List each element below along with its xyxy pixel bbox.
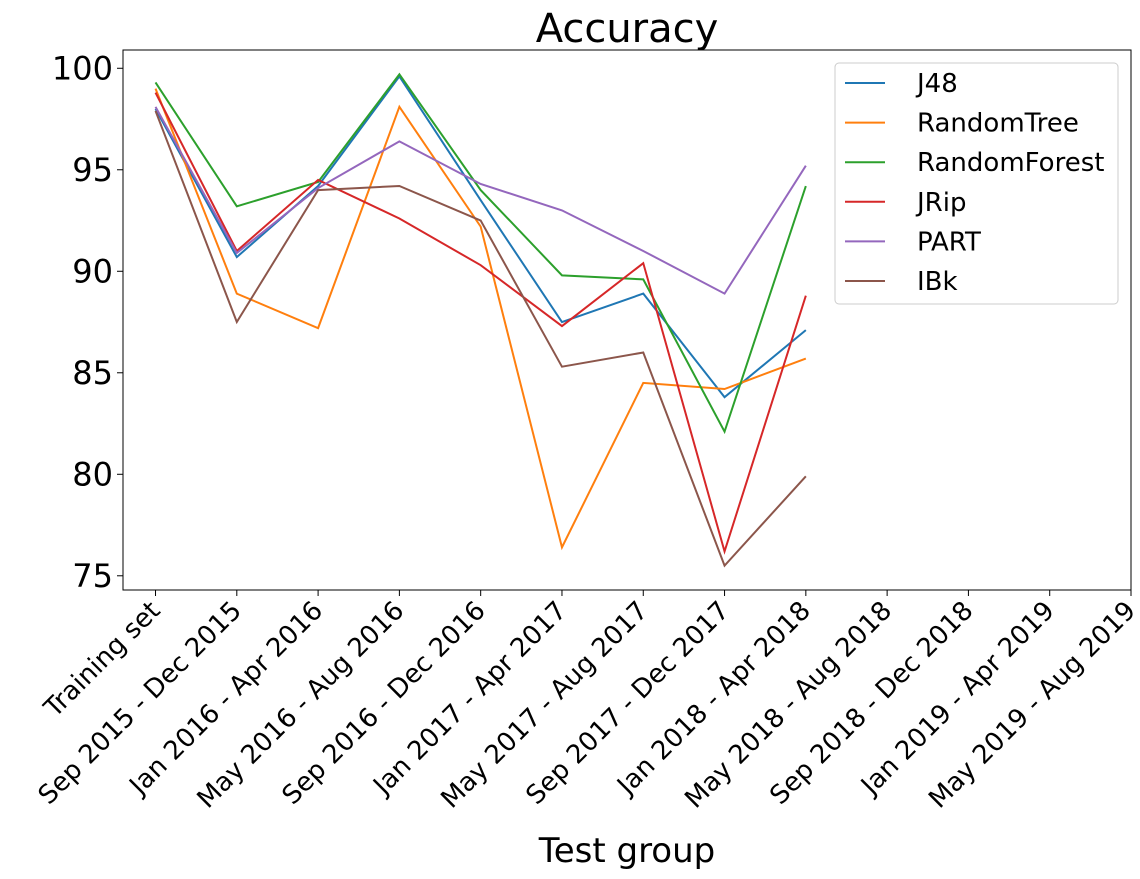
line — [154, 92, 807, 555]
line — [154, 106, 807, 295]
y-tick-label: 100 — [52, 49, 113, 87]
y-tick-label: 90 — [72, 252, 113, 290]
legend-label: JRip — [915, 188, 966, 218]
legend-label: RandomTree — [917, 109, 1079, 139]
y-tick-label: 95 — [72, 151, 113, 189]
plot-area — [122, 49, 1132, 591]
line — [154, 88, 807, 551]
line — [154, 72, 807, 435]
y-tick-label: 85 — [72, 354, 113, 392]
chart-title: Accuracy — [536, 6, 719, 52]
x-axis-label: Test group — [538, 831, 716, 871]
line — [154, 110, 807, 568]
legend-label: IBk — [917, 267, 958, 297]
legend-box — [834, 62, 1119, 305]
legend-label: RandomForest — [917, 148, 1104, 178]
line — [154, 74, 807, 399]
y-tick-label: 75 — [72, 557, 113, 595]
legend-label: PART — [917, 227, 981, 257]
y-tick-label: 80 — [72, 455, 113, 493]
legend-label: J48 — [915, 69, 958, 99]
